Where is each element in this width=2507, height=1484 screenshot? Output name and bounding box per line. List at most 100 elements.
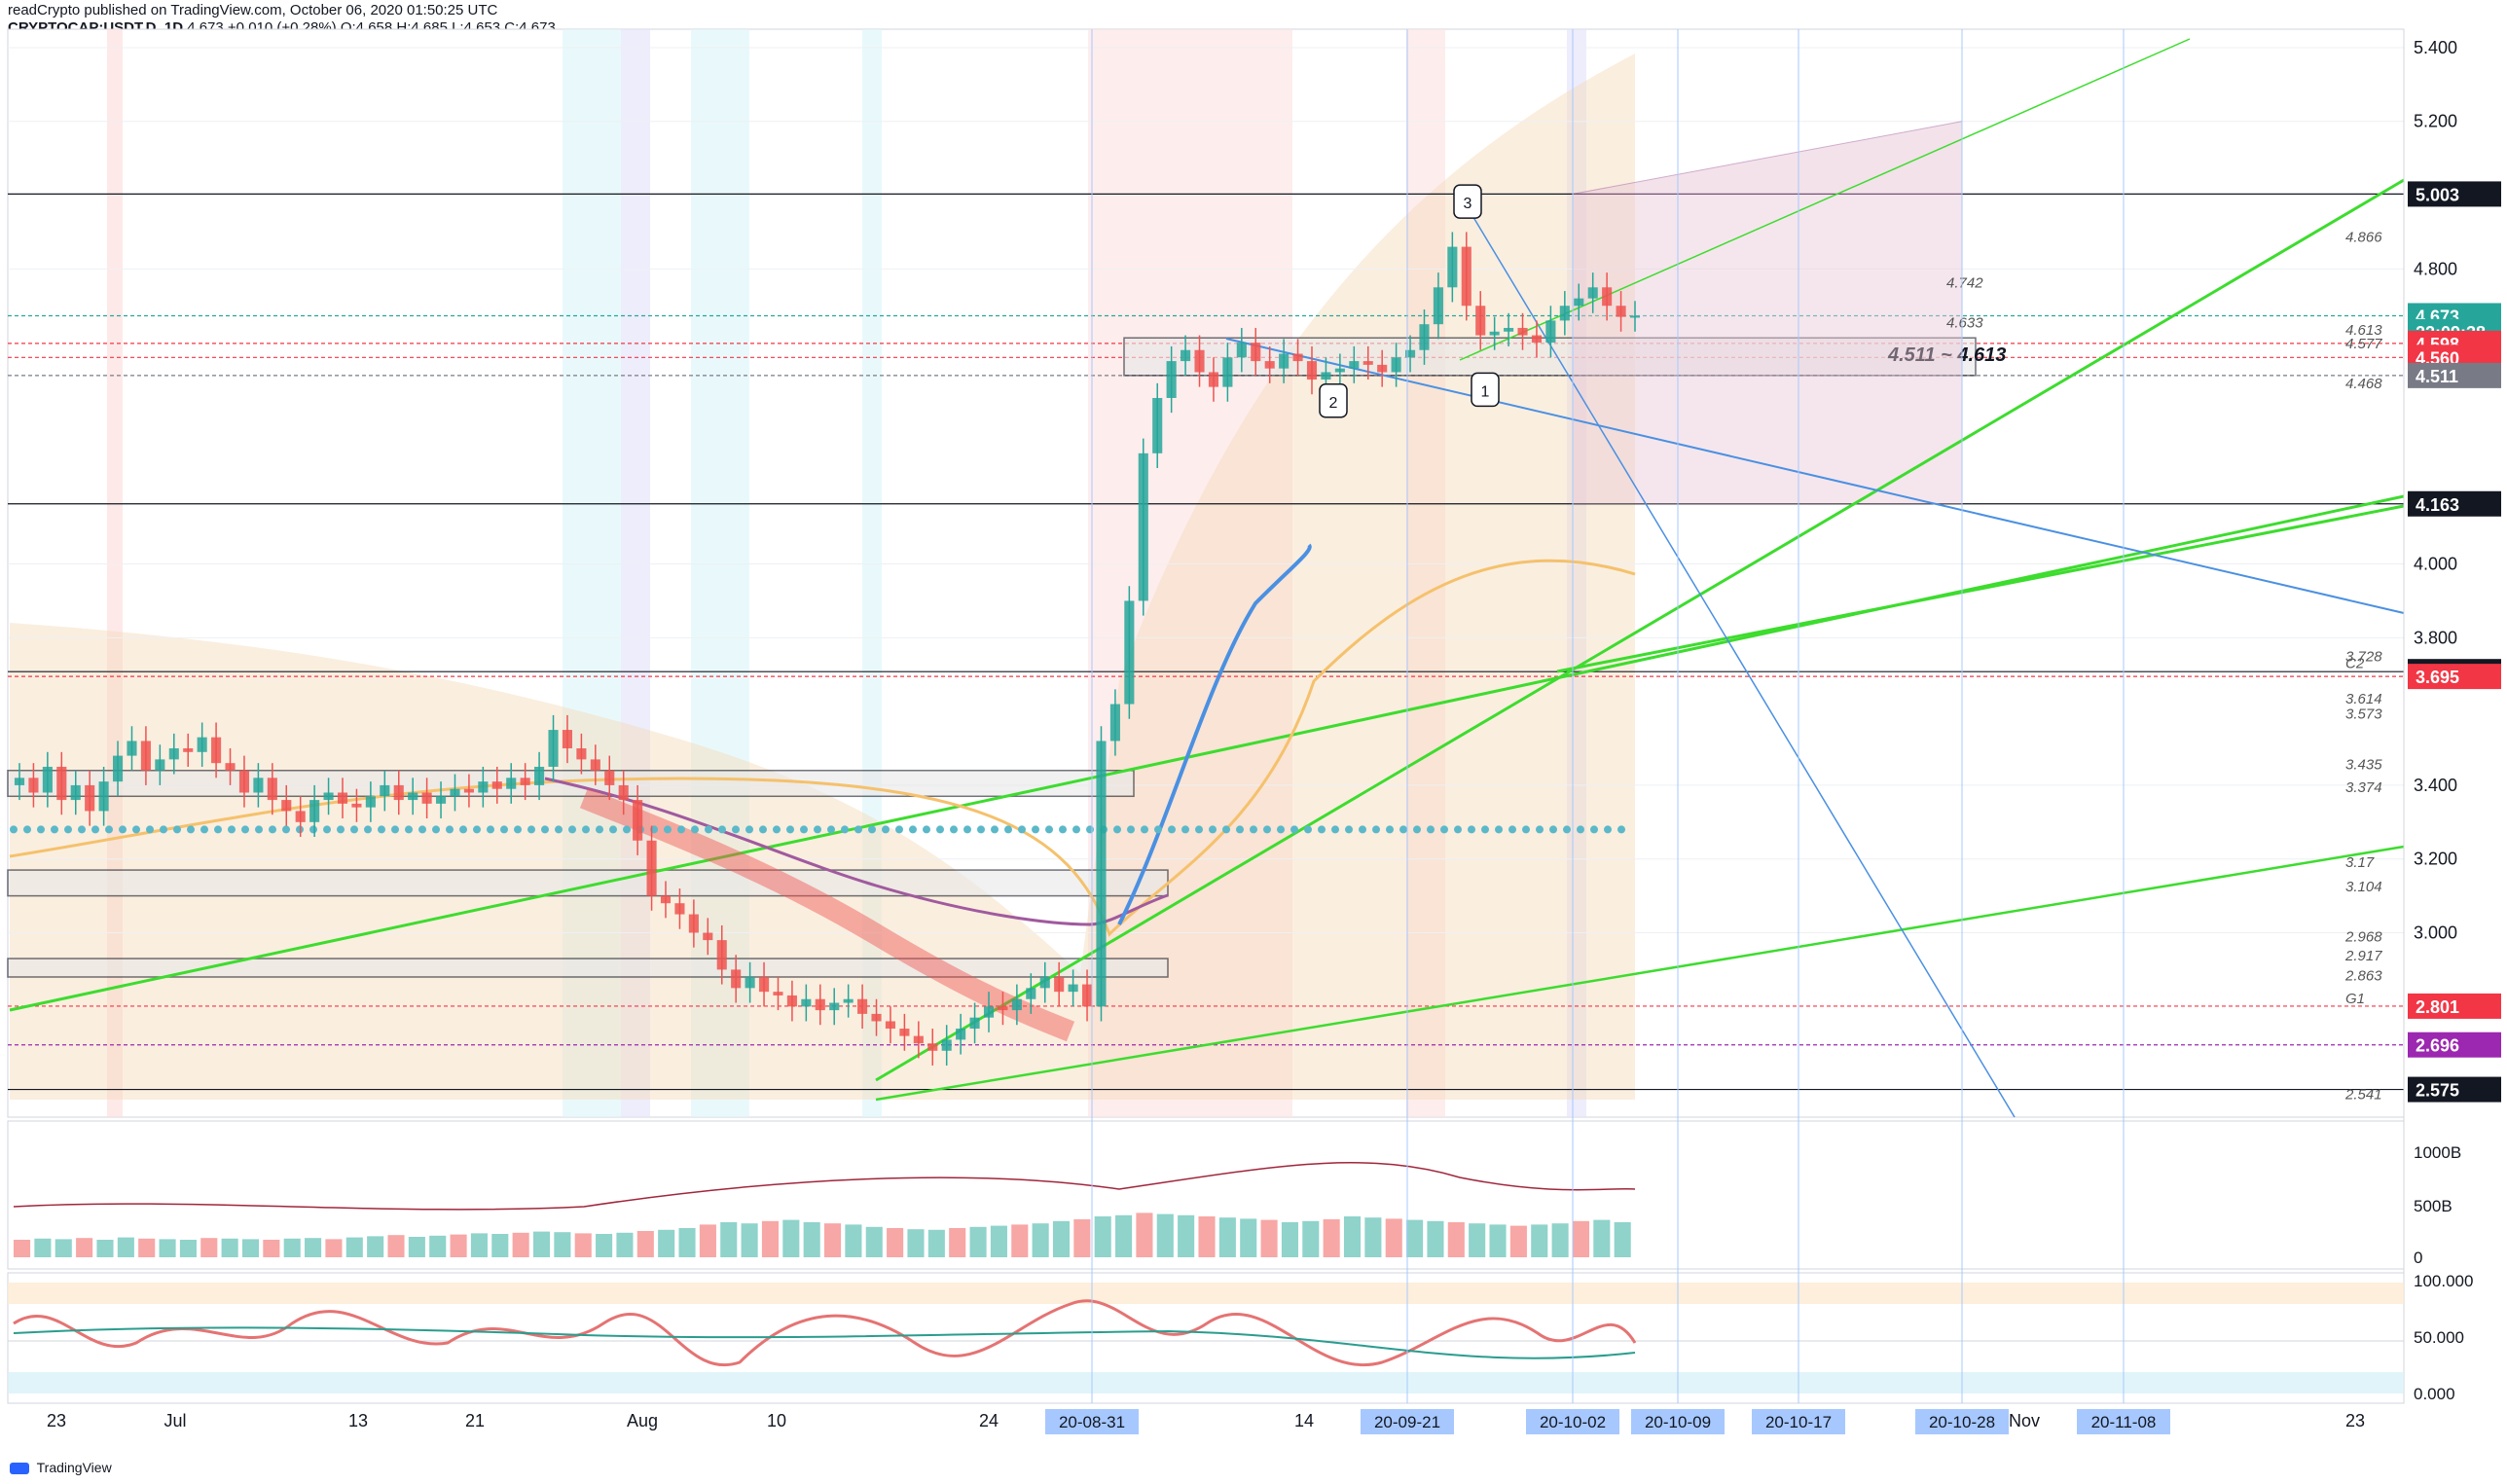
y-tick-label: 3.200 <box>2414 850 2457 869</box>
level-label: 4.742 <box>1946 274 1983 291</box>
candle-body <box>1362 361 1373 365</box>
candle-body <box>871 1013 882 1022</box>
volume-bar <box>429 1235 447 1257</box>
dot-marker <box>187 825 195 834</box>
volume-bar <box>1218 1217 1236 1257</box>
price-badge <box>2408 993 2501 1019</box>
level-label: 4.468 <box>2345 376 2382 392</box>
dot-marker <box>527 825 535 834</box>
price-badge-label: 4.511 <box>2416 367 2458 386</box>
dot-marker <box>1577 825 1584 834</box>
dot-marker <box>1399 825 1407 834</box>
candle-body <box>899 1029 910 1036</box>
trendline <box>1225 338 2405 614</box>
candle-body <box>1026 988 1036 999</box>
candle-body <box>1504 327 1514 332</box>
candle-body <box>520 778 530 785</box>
candle-body <box>843 998 854 1003</box>
candle-body <box>998 1006 1008 1011</box>
dot-marker <box>596 825 603 834</box>
volume-bar <box>907 1229 925 1257</box>
candle-body <box>197 737 207 752</box>
x-tick-label: 21 <box>465 1411 485 1430</box>
volume-bar <box>1156 1213 1174 1257</box>
dot-marker <box>963 825 971 834</box>
candle-body <box>1391 357 1401 373</box>
dot-marker <box>1427 825 1435 834</box>
author[interactable]: readCrypto <box>8 2 81 18</box>
dot-marker <box>677 825 685 834</box>
volume-bar <box>658 1229 675 1257</box>
dot-marker <box>1304 825 1312 834</box>
dot-marker <box>1468 825 1475 834</box>
date-highlight <box>1361 1409 1454 1434</box>
trendline <box>1459 194 2016 1118</box>
dot-marker <box>1263 825 1271 834</box>
dot-marker <box>1481 825 1489 834</box>
dot-marker <box>800 825 808 834</box>
candle-body <box>786 995 797 1007</box>
volume-bar <box>179 1240 197 1257</box>
dot-marker <box>91 825 99 834</box>
volume-bar <box>949 1228 966 1257</box>
candle-body <box>548 730 559 767</box>
dot-marker <box>718 825 726 834</box>
candle-body <box>660 895 672 904</box>
level-label: 3.435 <box>2345 757 2382 774</box>
dot-marker <box>1318 825 1326 834</box>
dot-marker <box>228 825 236 834</box>
candle-body <box>1279 353 1290 369</box>
level-label: C2 <box>2345 655 2365 671</box>
level-label: 3.614 <box>2345 691 2382 707</box>
candle-body <box>1264 361 1275 369</box>
candle-body <box>127 741 137 756</box>
dot-marker <box>214 825 222 834</box>
dot-marker <box>1059 825 1067 834</box>
x-tick-label: 24 <box>979 1411 999 1430</box>
candle-body <box>1109 704 1120 742</box>
oscillator-tick-label: 100.000 <box>2414 1272 2473 1290</box>
dot-marker <box>105 825 113 834</box>
volume-bar <box>1011 1224 1029 1257</box>
dot-marker <box>1372 825 1380 834</box>
session-shade <box>563 29 621 1117</box>
dot-marker <box>541 825 549 834</box>
volume-bar <box>387 1235 405 1257</box>
candle-body <box>646 840 657 896</box>
dot-marker <box>378 825 385 834</box>
candle-body <box>1419 324 1430 350</box>
dot-marker <box>1195 825 1203 834</box>
volume-bar <box>450 1234 467 1257</box>
dot-marker <box>1141 825 1148 834</box>
callout-box <box>1319 383 1348 418</box>
dot-marker <box>364 825 372 834</box>
candle-body <box>618 784 629 801</box>
volume-bar <box>1614 1222 1631 1257</box>
volume-bar <box>221 1238 238 1257</box>
level-label: 2.968 <box>2344 929 2382 946</box>
moving-average-purple <box>544 777 1169 926</box>
candle-body <box>253 778 264 793</box>
volume-bar <box>345 1237 363 1257</box>
candle-body <box>1208 372 1219 387</box>
session-shade <box>691 29 749 1117</box>
volume-bar <box>803 1222 820 1257</box>
level-label: 2.541 <box>2344 1086 2382 1103</box>
dot-marker <box>623 825 631 834</box>
dot-marker <box>37 825 45 834</box>
y-tick-label: 3.000 <box>2414 923 2457 943</box>
volume-bar <box>990 1225 1007 1257</box>
dot-marker <box>10 825 18 834</box>
date-highlight-label: 20-11-08 <box>2091 1413 2157 1431</box>
volume-bar <box>1281 1222 1298 1257</box>
oversold-zone <box>8 1372 2404 1394</box>
candle-body <box>1081 984 1093 1007</box>
x-tick-label: 13 <box>348 1411 368 1430</box>
volume-bar <box>200 1238 218 1257</box>
volume-bar <box>1364 1217 1382 1257</box>
volume-bar <box>969 1226 987 1257</box>
y-tick-label: 4.000 <box>2414 555 2457 574</box>
dot-marker <box>1222 825 1230 834</box>
price-badge-label: 3.695 <box>2416 668 2459 687</box>
